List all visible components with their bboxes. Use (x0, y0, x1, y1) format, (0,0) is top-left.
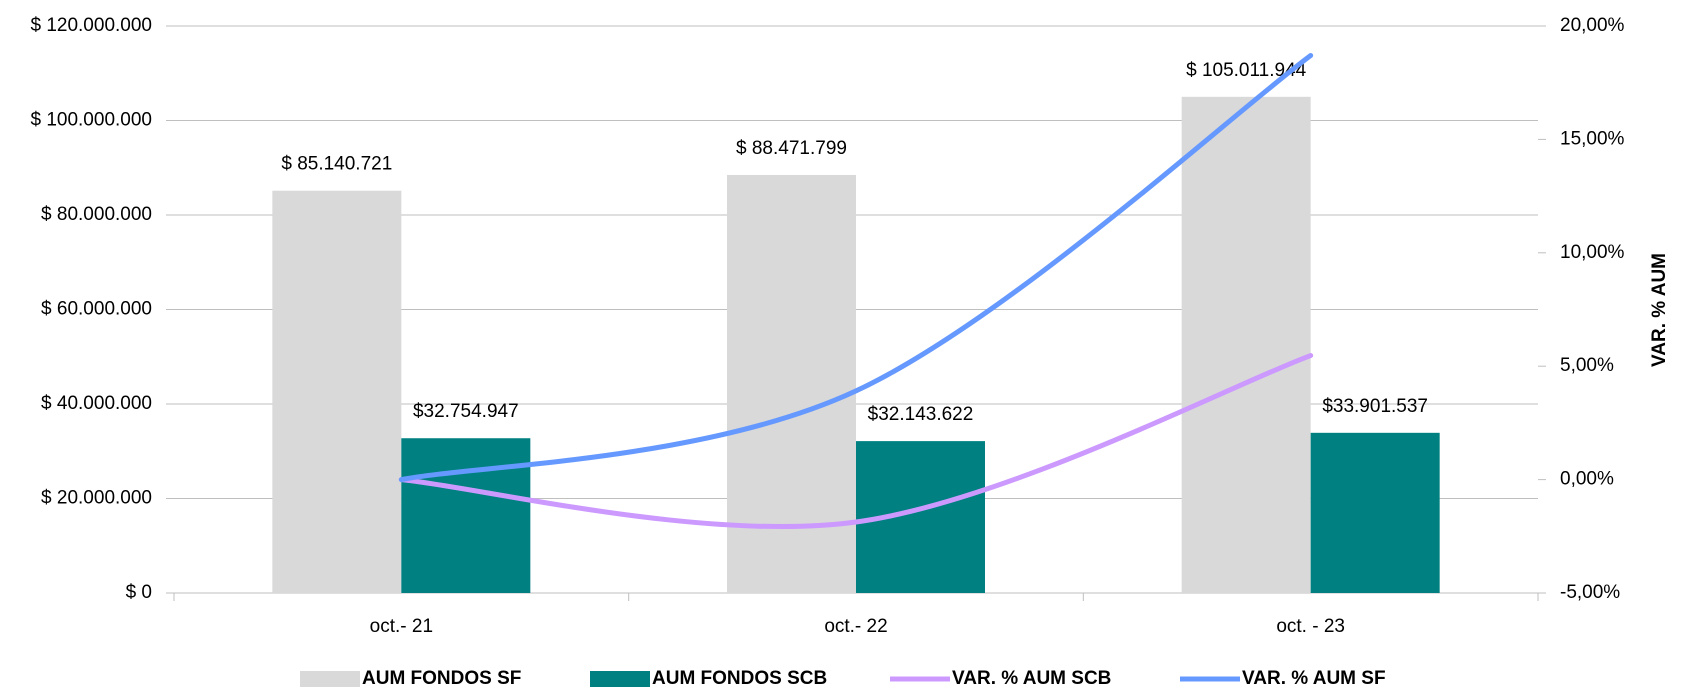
y2-axis-title: VAR. % AUM (1649, 253, 1670, 367)
x-tick-label: oct.- 22 (824, 616, 887, 637)
legend-label: AUM FONDOS SCB (652, 668, 827, 689)
line (398, 52, 1314, 483)
bar (1310, 432, 1440, 593)
y-tick-label: $ 120.000.000 (30, 15, 152, 36)
y-tick-label: $ 0 (126, 582, 152, 603)
y2-tick-label: -5,00% (1560, 582, 1620, 603)
bar (272, 190, 402, 594)
data-label: $32.143.622 (868, 404, 974, 425)
data-label: $ 105.011.944 (1186, 60, 1307, 81)
y2-tick-label: 20,00% (1560, 15, 1625, 36)
x-tick-label: oct.- 21 (370, 616, 433, 637)
y2-tick-label: 5,00% (1560, 355, 1614, 376)
y-tick-label: $ 100.000.000 (30, 110, 152, 131)
y-tick-label: $ 40.000.000 (41, 393, 152, 414)
legend-label: VAR. % AUM SCB (952, 668, 1111, 689)
data-label: $33.901.537 (1322, 396, 1428, 417)
bar (727, 174, 856, 593)
data-label: $32.754.947 (413, 401, 519, 422)
legend-swatch (590, 671, 650, 687)
x-tick-label: oct. - 23 (1276, 616, 1345, 637)
legend-label: AUM FONDOS SF (362, 668, 521, 689)
y-tick-label: $ 80.000.000 (41, 204, 152, 225)
y2-tick-label: 10,00% (1560, 242, 1625, 263)
bar (1181, 96, 1311, 593)
y-tick-label: $ 20.000.000 (41, 488, 152, 509)
line (398, 353, 1314, 530)
data-label: $ 85.140.721 (281, 154, 392, 175)
legend-label: VAR. % AUM SF (1242, 668, 1386, 689)
legend-swatch (300, 671, 360, 687)
data-label: $ 88.471.799 (736, 138, 847, 159)
y2-tick-label: 0,00% (1560, 469, 1614, 490)
y-tick-label: $ 60.000.000 (41, 299, 152, 320)
y2-tick-label: 15,00% (1560, 128, 1625, 149)
bar (401, 438, 531, 593)
